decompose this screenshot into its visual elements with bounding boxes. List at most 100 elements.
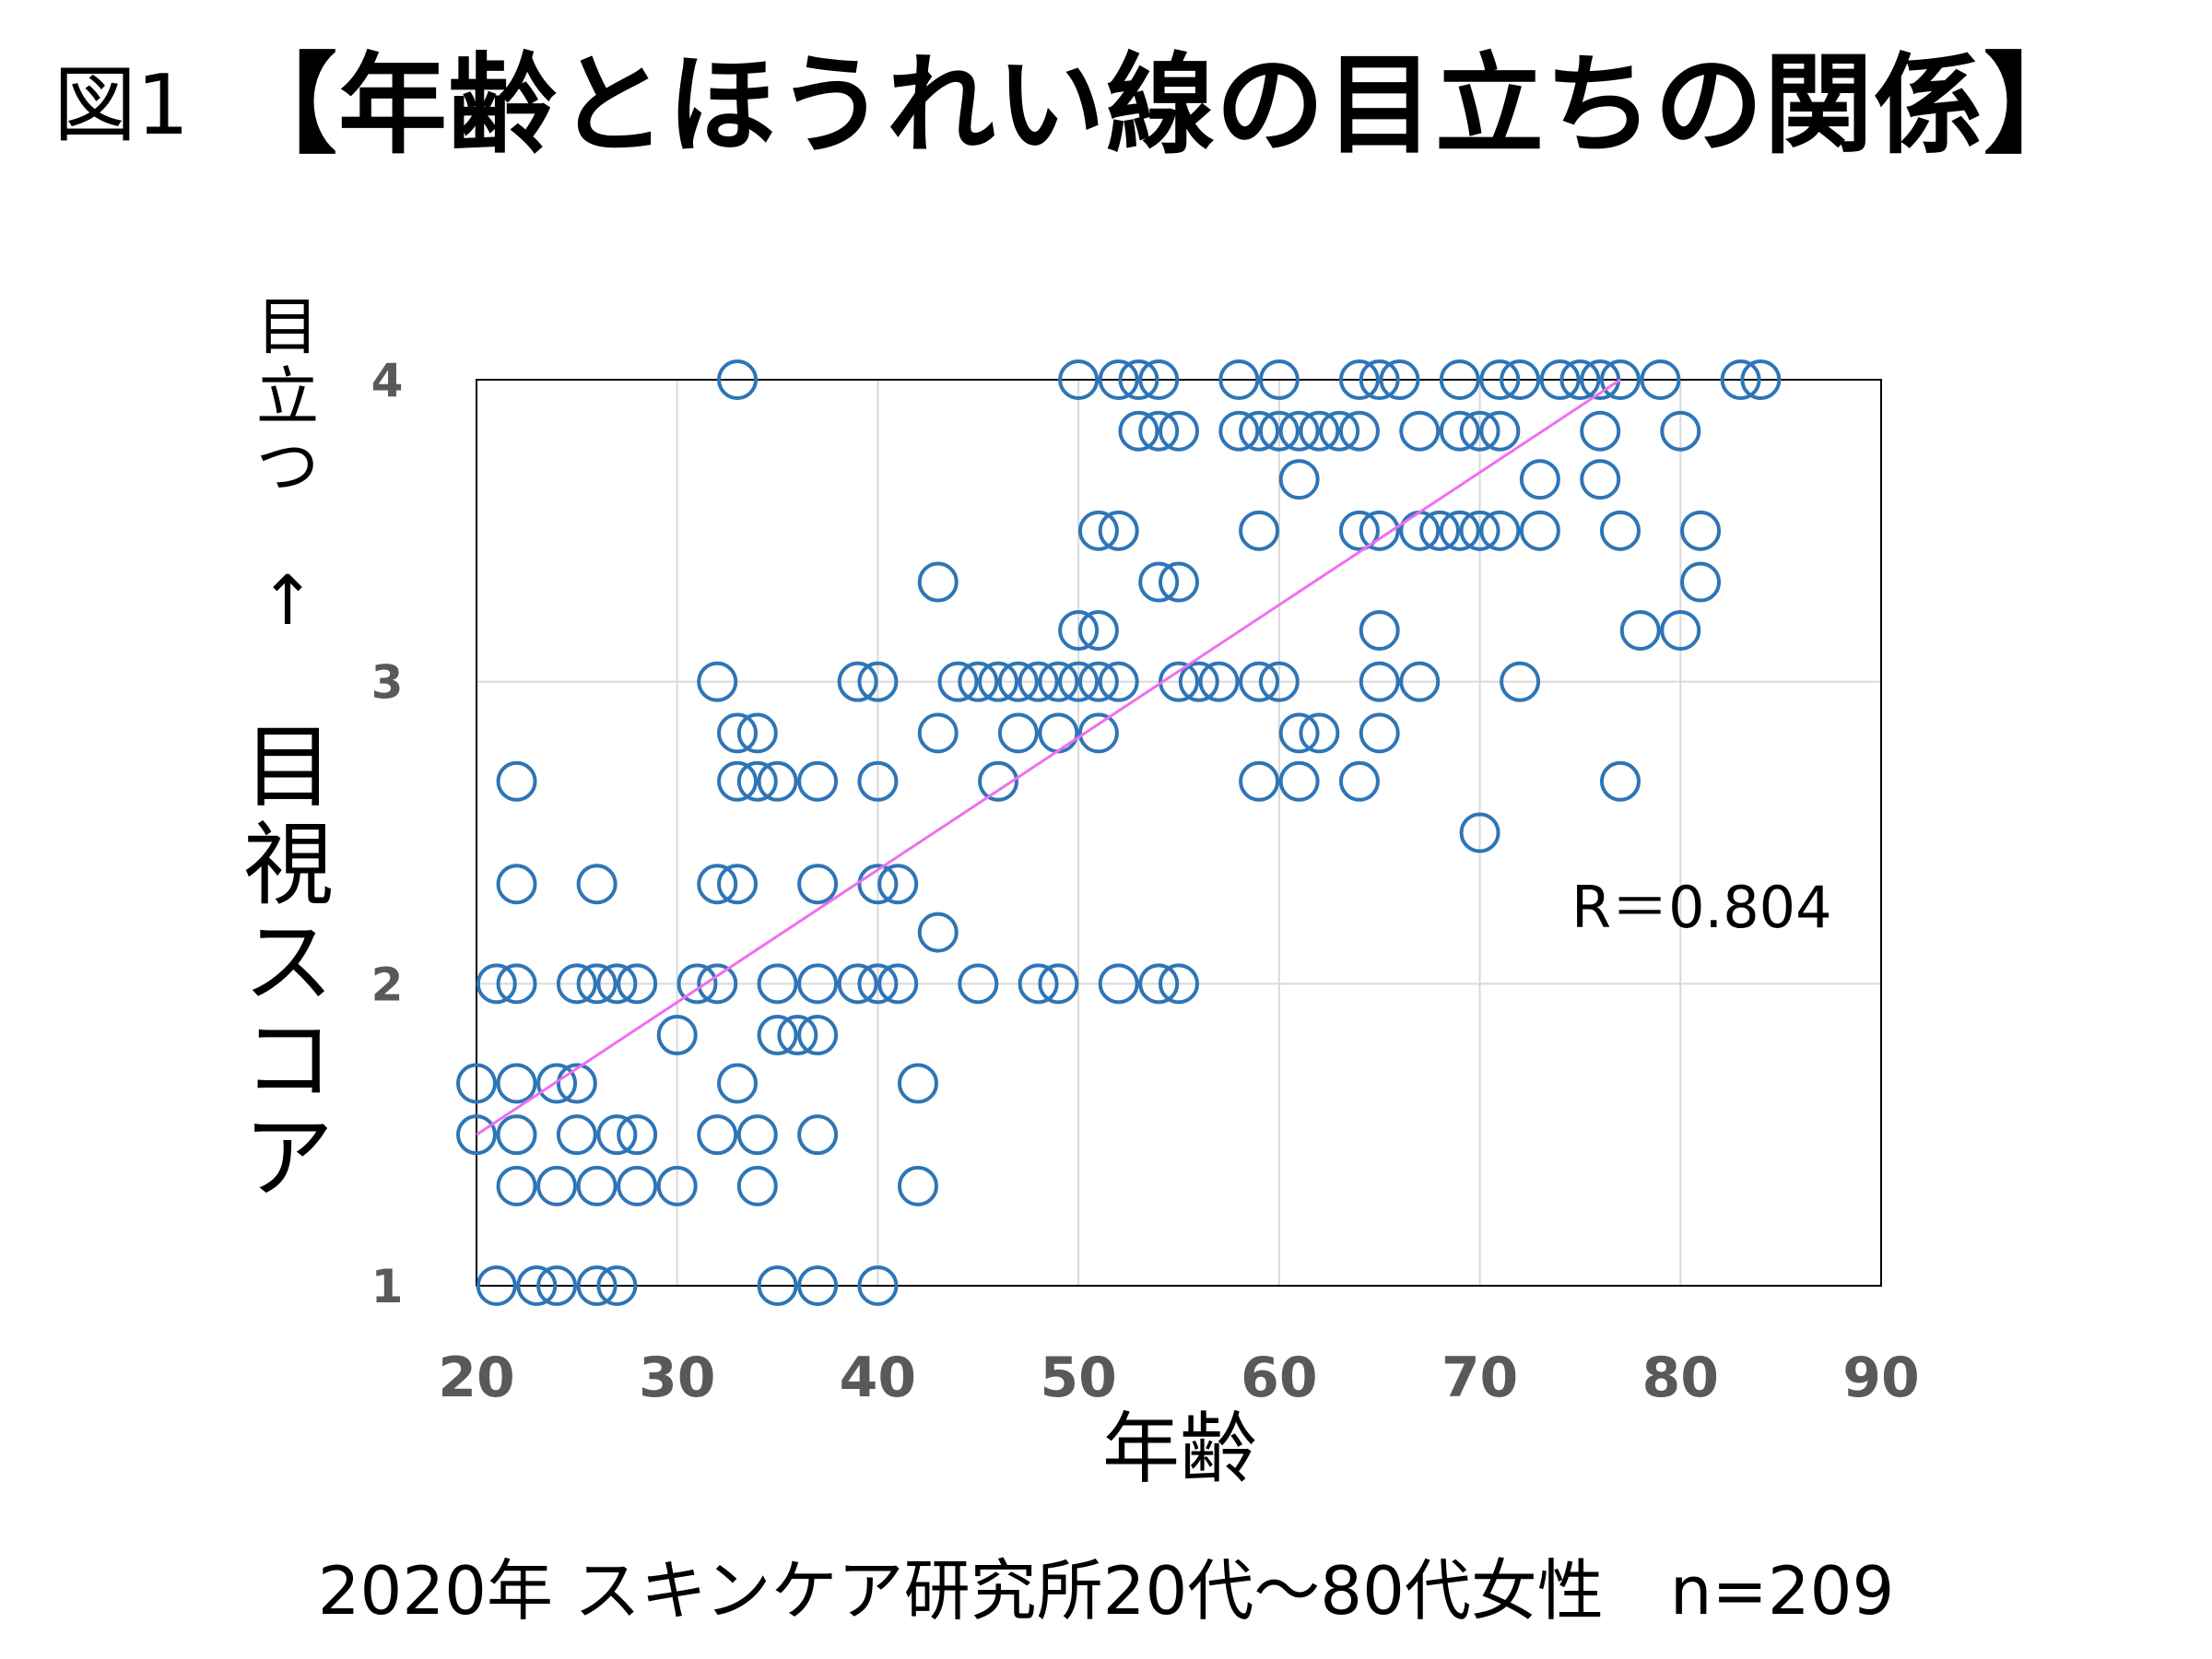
data-point — [1278, 410, 1320, 452]
data-point — [1138, 561, 1180, 603]
data-point — [1258, 359, 1300, 400]
data-point — [456, 1063, 497, 1104]
data-point — [717, 1063, 759, 1104]
data-point — [857, 760, 899, 802]
data-point — [596, 963, 638, 1005]
x-tick-label: 90 — [1842, 1346, 1920, 1410]
y-axis-direction-label: 目立つ — [255, 291, 319, 504]
data-point — [897, 1063, 938, 1104]
data-point — [596, 1114, 638, 1156]
data-point — [697, 864, 738, 905]
data-point — [777, 1015, 818, 1056]
grid-lines — [476, 379, 1882, 1287]
data-point — [1519, 459, 1560, 500]
data-point — [837, 661, 878, 702]
figure-number: 図1 — [53, 57, 190, 154]
data-point — [1118, 359, 1159, 400]
correlation-annotation: R＝0.804 — [1571, 874, 1832, 941]
data-point — [877, 963, 919, 1005]
data-point — [978, 760, 1019, 802]
data-point — [1379, 359, 1420, 400]
data-point — [717, 359, 759, 400]
data-point — [1239, 760, 1280, 802]
data-point — [1278, 459, 1320, 500]
data-point — [917, 712, 959, 754]
data-point — [757, 1015, 798, 1056]
data-point — [1720, 359, 1761, 400]
data-point — [937, 661, 979, 702]
data-point — [1239, 510, 1280, 551]
source-note: 2020年 スキンケア研究所20代～80代女性 n=209 — [317, 1552, 1895, 1630]
data-point — [1338, 410, 1380, 452]
data-point — [1439, 359, 1480, 400]
trend-line — [476, 378, 1621, 1136]
data-point — [1660, 609, 1701, 651]
data-point — [736, 760, 778, 802]
data-point — [897, 1165, 938, 1206]
data-point — [1459, 410, 1500, 452]
data-point — [1539, 359, 1581, 400]
data-point — [1038, 712, 1079, 754]
data-point — [677, 963, 718, 1005]
data-point — [978, 661, 1019, 702]
data-point — [476, 963, 517, 1005]
data-point — [1459, 510, 1500, 551]
data-points — [456, 359, 1782, 1306]
data-point — [757, 1265, 798, 1306]
data-point — [1077, 661, 1119, 702]
data-point — [1198, 661, 1240, 702]
data-point — [1680, 561, 1722, 603]
data-point — [1599, 760, 1641, 802]
data-point — [576, 864, 618, 905]
data-point — [1580, 410, 1621, 452]
data-point — [496, 1063, 537, 1104]
data-point — [596, 1265, 638, 1306]
data-point — [1178, 661, 1219, 702]
data-point — [1038, 963, 1079, 1005]
data-point — [697, 1114, 738, 1156]
data-point — [1680, 510, 1722, 551]
data-point — [857, 963, 899, 1005]
data-point — [1278, 760, 1320, 802]
data-point — [1479, 410, 1521, 452]
data-point — [1580, 459, 1621, 500]
data-point — [797, 864, 839, 905]
data-point — [1058, 609, 1100, 651]
data-point — [1098, 359, 1139, 400]
data-point — [536, 1265, 578, 1306]
data-point — [757, 963, 798, 1005]
data-point — [917, 561, 959, 603]
data-point — [617, 1165, 658, 1206]
x-tick-label: 30 — [639, 1346, 716, 1410]
data-point — [1439, 410, 1480, 452]
data-point — [1138, 963, 1180, 1005]
data-point — [1077, 510, 1119, 551]
data-point — [1479, 359, 1521, 400]
data-point — [496, 963, 537, 1005]
data-point — [958, 661, 999, 702]
data-point — [576, 963, 618, 1005]
data-point — [1218, 359, 1260, 400]
data-point — [1399, 410, 1441, 452]
y-axis-label: 目視スコア — [242, 715, 334, 1211]
data-point — [1338, 760, 1380, 802]
data-point — [1278, 712, 1320, 754]
data-point — [1599, 359, 1641, 400]
data-point — [536, 1063, 578, 1104]
data-point — [1740, 359, 1782, 400]
y-tick-label: 1 — [371, 1260, 404, 1313]
data-point — [1459, 812, 1500, 853]
data-point — [958, 963, 999, 1005]
data-point — [1359, 510, 1400, 551]
data-point — [1359, 359, 1400, 400]
data-point — [877, 864, 919, 905]
data-point — [1018, 963, 1059, 1005]
y-tick-label: 2 — [371, 958, 404, 1011]
y-tick-label: 3 — [371, 656, 404, 710]
data-point — [697, 661, 738, 702]
data-point — [1640, 359, 1681, 400]
data-point — [1058, 359, 1100, 400]
data-point — [1319, 410, 1360, 452]
y-tick-label: 4 — [371, 354, 404, 407]
